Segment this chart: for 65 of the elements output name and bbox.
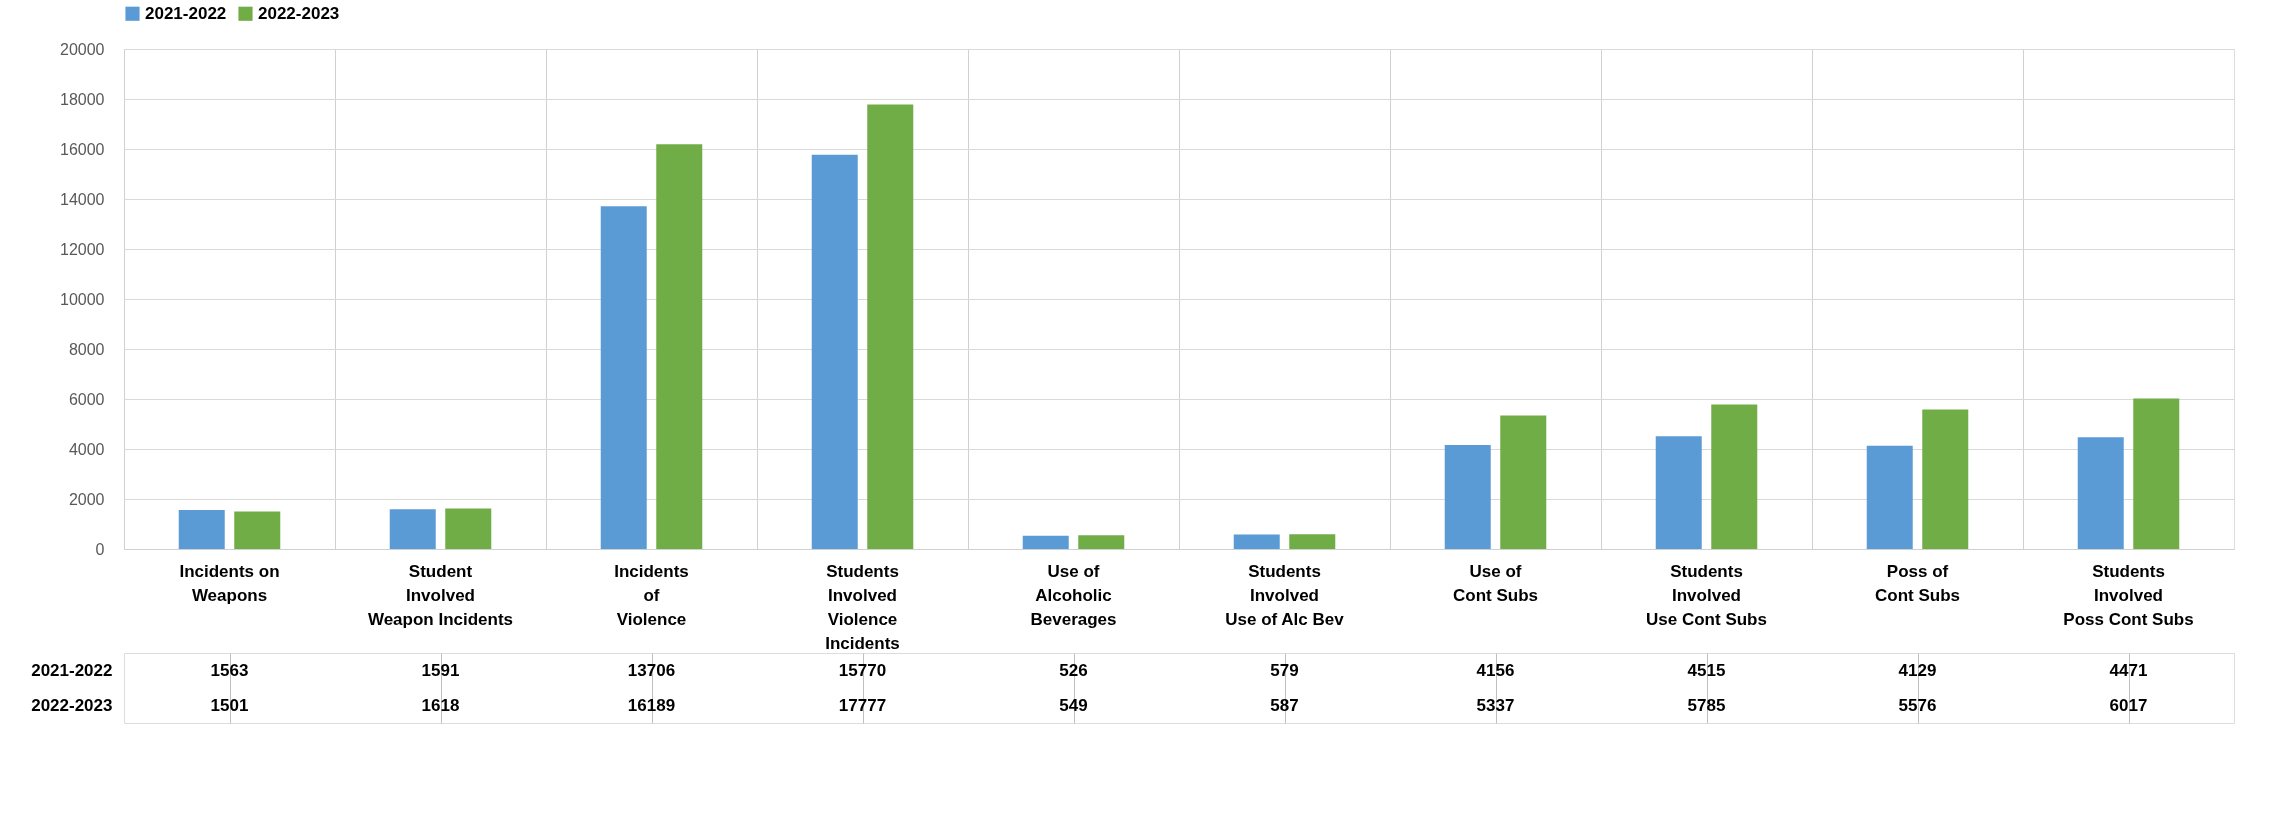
x-tick-label: Student Involved Weapon Incidents	[367, 561, 514, 629]
bar	[1711, 404, 1758, 549]
data-label: 13706	[627, 660, 676, 680]
data-label: 1618	[421, 695, 460, 715]
data-label: 6017	[2109, 695, 2148, 715]
x-tick-label: Students Involved Violence Incidents	[825, 561, 900, 653]
y-tick-label: 6000	[68, 390, 105, 408]
legend-label: 2022-2023	[258, 3, 340, 23]
data-label: 17777	[838, 695, 887, 715]
x-tick-label: Incidents on Weapons	[179, 561, 280, 605]
bar	[2133, 398, 2180, 549]
data-label: 1501	[210, 695, 249, 715]
data-label: 587	[1270, 695, 1299, 715]
data-label: 526	[1059, 660, 1088, 680]
bar	[1866, 445, 1913, 549]
bar	[445, 508, 492, 549]
y-tick-label: 12000	[60, 240, 105, 258]
data-label: 579	[1270, 660, 1299, 680]
text: 2022-2023	[31, 696, 113, 715]
y-tick-label: 16000	[60, 140, 105, 158]
data-label: 16189	[627, 695, 676, 715]
x-tick-label: Use of Cont Subs	[1453, 561, 1538, 605]
y-tick-label: 4000	[68, 440, 105, 458]
bar	[867, 104, 914, 549]
data-label: 4156	[1476, 660, 1515, 680]
data-label: 4515	[1687, 660, 1726, 680]
data-label: 1563	[210, 660, 249, 680]
x-tick-label: Students Involved Poss Cont Subs	[2063, 561, 2194, 629]
x-tick-label: Students Involved Use of Alc Bev	[1225, 561, 1345, 629]
data-label: 15770	[838, 660, 887, 680]
bar	[1500, 415, 1547, 549]
y-tick-label: 2000	[68, 490, 105, 508]
data-label: 1591	[421, 660, 460, 680]
x-tick-label: Incidents of Violence	[614, 561, 689, 629]
bar	[1233, 534, 1280, 549]
x-tick-label: Students Involved Use Cont Subs	[1646, 561, 1767, 629]
bar	[656, 144, 703, 549]
legend-label: 2021-2022	[145, 3, 227, 23]
bar	[389, 509, 436, 549]
data-label: 4471	[2109, 660, 2148, 680]
bar	[2077, 437, 2124, 549]
y-tick-label: 18000	[60, 90, 105, 108]
bar	[1655, 436, 1702, 549]
bar	[178, 509, 225, 549]
bar	[1078, 535, 1125, 549]
bar	[1444, 445, 1491, 549]
y-tick-label: 10000	[60, 290, 105, 308]
bar	[1289, 534, 1336, 549]
bar	[1022, 535, 1069, 549]
bar	[811, 154, 858, 549]
y-tick-label: 0	[95, 540, 105, 558]
data-label: 549	[1059, 695, 1088, 715]
y-tick-label: 14000	[60, 190, 105, 208]
data-label: 4129	[1898, 660, 1937, 680]
text: 2021-2022	[31, 661, 113, 680]
data-label: 5785	[1687, 695, 1726, 715]
data-label: 5576	[1898, 695, 1937, 715]
data-label: 5337	[1476, 695, 1515, 715]
bar	[1922, 409, 1969, 549]
bar	[234, 511, 281, 549]
bar	[600, 206, 647, 549]
y-tick-label: 8000	[68, 340, 105, 358]
y-tick-label: 20000	[60, 40, 105, 58]
x-tick-label: Use of Alcoholic Beverages	[1030, 561, 1117, 629]
x-tick-label: Poss of Cont Subs	[1875, 561, 1960, 605]
